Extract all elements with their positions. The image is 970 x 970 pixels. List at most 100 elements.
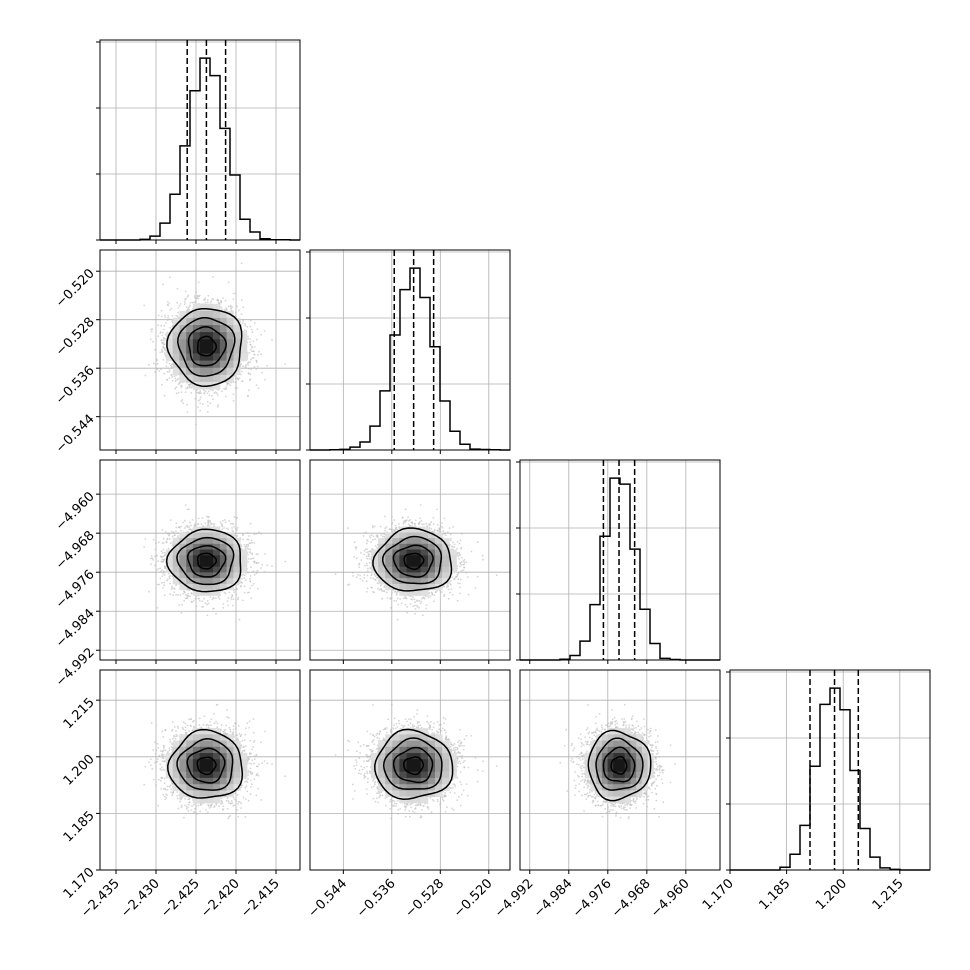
density-cell: [165, 346, 174, 354]
density-cell: [219, 317, 228, 326]
density-cell: [213, 381, 221, 390]
sample-point: [177, 311, 180, 314]
sample-point: [194, 301, 197, 303]
histogram-step: [310, 267, 510, 451]
sample-point: [213, 392, 216, 394]
sample-point: [195, 291, 197, 294]
sample-point: [255, 338, 258, 341]
sample-point: [178, 304, 181, 307]
sample-point: [206, 400, 209, 403]
sample-point: [180, 384, 182, 387]
sample-point: [201, 517, 204, 519]
sample-point: [241, 380, 244, 383]
sample-point: [220, 306, 223, 309]
sample-point: [244, 545, 247, 548]
sample-point: [170, 374, 173, 376]
sample-point: [154, 348, 156, 351]
sample-point: [236, 305, 239, 308]
sample-point: [194, 397, 197, 400]
sample-point: [193, 295, 196, 297]
panel-frame: [729, 669, 931, 871]
sample-point: [240, 363, 243, 366]
density-cell: [186, 367, 194, 376]
sample-point: [201, 403, 204, 405]
density-cell: [199, 374, 207, 383]
sample-point: [148, 363, 150, 366]
density-cell: [233, 353, 241, 362]
density-cell: [206, 360, 214, 369]
sample-point: [199, 390, 202, 393]
sample-point: [180, 386, 183, 389]
sample-point: [224, 395, 227, 398]
sample-point: [208, 394, 211, 397]
sample-point: [179, 594, 182, 596]
sample-point: [234, 292, 237, 295]
sample-point: [188, 305, 191, 308]
panel-content: [100, 460, 300, 660]
density-cell: [240, 346, 248, 354]
sample-point: [167, 317, 169, 319]
density-cell: [192, 339, 201, 347]
sample-point: [232, 298, 235, 301]
sample-point: [163, 324, 166, 327]
sample-point: [253, 322, 256, 324]
sample-point: [219, 299, 222, 302]
density-cell: [240, 353, 248, 362]
sample-point: [204, 390, 207, 393]
sample-point: [163, 394, 166, 397]
sample-point: [249, 349, 252, 351]
sample-point: [196, 295, 199, 298]
sample-point: [152, 340, 155, 343]
sample-point: [184, 391, 187, 394]
sample-point: [183, 303, 186, 306]
sample-point: [207, 523, 210, 526]
sample-point: [258, 350, 260, 353]
sample-point: [157, 560, 160, 562]
density-cell: [186, 310, 194, 319]
sample-point: [186, 295, 189, 298]
sample-point: [251, 350, 254, 353]
sample-point: [170, 366, 173, 368]
histogram-panel-3: [516, 460, 720, 661]
sample-point: [161, 341, 164, 344]
sample-point: [227, 281, 230, 284]
density-cell: [219, 374, 228, 383]
sample-point: [249, 338, 252, 341]
sample-point: [163, 372, 166, 375]
sample-point: [169, 364, 172, 367]
sample-point: [186, 387, 189, 390]
sample-point: [163, 343, 166, 345]
sample-point: [242, 320, 245, 322]
density-cell: [165, 339, 174, 347]
density-cell: [226, 332, 234, 340]
sample-point: [170, 363, 173, 366]
sample-point: [225, 307, 228, 310]
density-cell: [233, 317, 241, 326]
sample-point: [242, 306, 245, 309]
sample-point: [252, 350, 255, 353]
density-cell: [199, 332, 207, 340]
sample-point: [207, 390, 210, 393]
sample-point: [230, 598, 233, 600]
histogram-panel-1: [96, 40, 300, 241]
sample-point: [160, 324, 163, 327]
histogram-step: [100, 57, 300, 241]
density-cell: [192, 353, 201, 362]
sample-point: [185, 387, 187, 390]
density-cell: [179, 374, 187, 383]
sample-point: [261, 371, 264, 374]
density-cell: [206, 325, 214, 333]
sample-point: [179, 303, 182, 305]
density-cell: [206, 374, 214, 383]
sample-point: [224, 388, 227, 391]
density-cell: [165, 353, 174, 362]
density-cell: [199, 346, 207, 354]
sample-point: [177, 383, 180, 386]
sample-point: [143, 304, 146, 307]
sample-point: [166, 579, 168, 582]
sample-point: [169, 309, 172, 311]
sample-point: [234, 387, 237, 390]
sample-point: [157, 324, 160, 327]
sample-point: [240, 262, 243, 265]
sample-point: [197, 297, 200, 300]
